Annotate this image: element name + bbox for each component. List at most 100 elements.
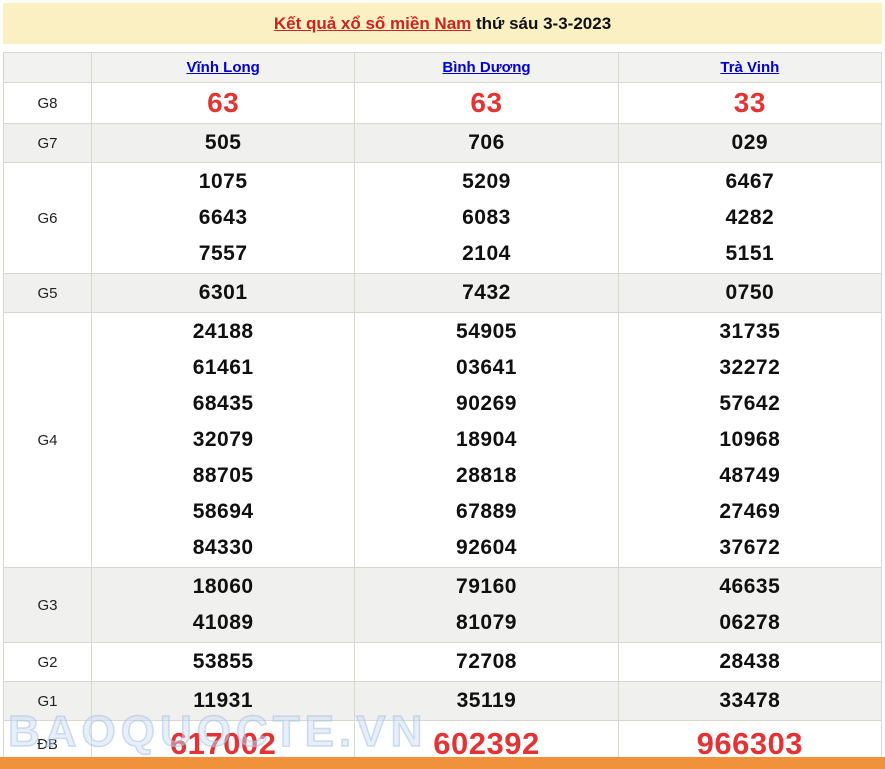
prize-number: 5151: [725, 242, 775, 265]
prize-cell: 6301: [90, 273, 356, 313]
column-header-vinh-long: Vĩnh Long: [90, 52, 356, 83]
prize-row-g5: G5 6301 7432 0750: [3, 273, 883, 313]
prize-cell: 5209 6083 2104: [354, 162, 619, 274]
prize-cell: 63: [90, 82, 356, 124]
prize-cell: 24188 61461 68435 32079 88705 58694 84330: [90, 312, 356, 568]
prize-cell: 6467 4282 5151: [617, 162, 883, 274]
prize-row-g3: G3 18060 41089 79160 81079 46635 06278: [3, 567, 883, 643]
results-title-link[interactable]: Kết quả xổ số miền Nam: [273, 13, 472, 33]
row-label: G6: [3, 162, 92, 274]
prize-row-g4: G4 24188 61461 68435 32079 88705 58694 84330 549…: [3, 312, 883, 568]
prize-number: 92604: [456, 536, 517, 559]
prize-number: 6467: [725, 170, 775, 193]
prize-cell: 33478: [617, 681, 883, 721]
prize-number: 2104: [462, 242, 511, 265]
prize-cell: 35119: [354, 681, 619, 721]
prize-row-g6: G6 1075 6643 7557 5209 6083 2104 6467 4282 5151: [3, 162, 883, 274]
prize-row-g8: G8 63 63 33: [3, 82, 883, 124]
prize-cell: 029: [617, 123, 883, 163]
prize-number: 5209: [462, 170, 511, 193]
prize-number: 706: [468, 131, 505, 154]
prize-number: 33478: [719, 689, 781, 712]
prize-cell: 46635 06278: [617, 567, 883, 643]
prize-number: 505: [204, 131, 242, 154]
prize-cell: 33: [617, 82, 883, 124]
row-label: G4: [3, 312, 92, 568]
prize-number: 32272: [719, 356, 781, 379]
prize-number: 79160: [456, 575, 517, 598]
prize-number: 602392: [433, 726, 540, 761]
prize-cell: 28438: [617, 642, 883, 682]
prize-cell: 1075 6643 7557: [90, 162, 356, 274]
prize-number: 28438: [719, 650, 781, 673]
prize-number: 46635: [719, 575, 781, 598]
province-link-vinh-long[interactable]: Vĩnh Long: [186, 59, 260, 76]
province-link-tra-vinh[interactable]: Trà Vinh: [720, 59, 780, 76]
prize-number: 7557: [198, 242, 248, 265]
prize-number: 67889: [456, 500, 517, 523]
column-header-binh-duong: Bình Dương: [354, 52, 619, 83]
prize-number: 54905: [456, 320, 517, 343]
column-header-row: Vĩnh Long Bình Dương Trà Vinh: [3, 52, 883, 83]
prize-number: 27469: [719, 500, 781, 523]
prize-cell: 18060 41089: [90, 567, 356, 643]
prize-row-g1: G1 11931 35119 33478: [3, 681, 883, 721]
prize-number: 7432: [462, 281, 511, 304]
prize-number: 61461: [192, 356, 254, 379]
prize-number: 31735: [719, 320, 781, 343]
row-label: G5: [3, 273, 92, 313]
column-header-tra-vinh: Trà Vinh: [617, 52, 883, 83]
prize-number: 28818: [456, 464, 517, 487]
prize-number: 63: [207, 87, 240, 118]
prize-number: 4282: [725, 206, 775, 229]
prize-cell: 54905 03641 90269 18904 28818 67889 92604: [354, 312, 619, 568]
prize-number: 1075: [198, 170, 248, 193]
prize-number: 18904: [456, 428, 517, 451]
prize-number: 966303: [696, 726, 804, 761]
lottery-results-table: Vĩnh Long Bình Dương Trà Vinh G8 63 63 33 G7…: [3, 52, 883, 768]
row-label: G3: [3, 567, 92, 643]
prize-number: 06278: [719, 611, 781, 634]
prize-number: 33: [733, 87, 766, 118]
prize-number: 18060: [192, 575, 254, 598]
prize-number: 53855: [192, 650, 254, 673]
prize-number: 90269: [456, 392, 517, 415]
title-date-text: thứ sáu 3-3-2023: [471, 13, 612, 33]
prize-cell: 706: [354, 123, 619, 163]
prize-number: 03641: [456, 356, 517, 379]
prize-row-g2: G2 53855 72708 28438: [3, 642, 883, 682]
prize-cell: 11931: [90, 681, 356, 721]
prize-number: 58694: [192, 500, 254, 523]
bottom-orange-bar: [0, 757, 885, 769]
prize-number: 24188: [192, 320, 254, 343]
prize-number: 63: [470, 87, 503, 118]
prize-number: 0750: [725, 281, 775, 304]
corner-cell: [3, 52, 92, 83]
prize-number: 88705: [192, 464, 254, 487]
row-label: G7: [3, 123, 92, 163]
prize-number: 32079: [192, 428, 254, 451]
prize-number: 57642: [719, 392, 781, 415]
page-title: Kết quả xổ số miền Nam thứ sáu 3-3-2023: [274, 14, 611, 34]
prize-number: 84330: [192, 536, 254, 559]
prize-cell: 53855: [90, 642, 356, 682]
prize-cell: 505: [90, 123, 356, 163]
prize-number: 11931: [193, 689, 254, 712]
prize-number: 35119: [456, 689, 517, 712]
prize-number: 81079: [456, 611, 517, 634]
row-label: G1: [3, 681, 92, 721]
prize-number: 41089: [192, 611, 254, 634]
row-label: G2: [3, 642, 92, 682]
prize-cell: 79160 81079: [354, 567, 619, 643]
prize-cell: 7432: [354, 273, 619, 313]
prize-number: 72708: [456, 650, 517, 673]
prize-row-g7: G7 505 706 029: [3, 123, 883, 163]
province-link-binh-duong[interactable]: Bình Dương: [442, 59, 531, 76]
prize-cell: 63: [354, 82, 619, 124]
prize-number: 48749: [719, 464, 781, 487]
prize-number: 029: [731, 131, 769, 154]
title-banner: Kết quả xổ số miền Nam thứ sáu 3-3-2023: [3, 3, 882, 44]
prize-number: 10968: [719, 428, 781, 451]
row-label: G8: [3, 82, 92, 124]
